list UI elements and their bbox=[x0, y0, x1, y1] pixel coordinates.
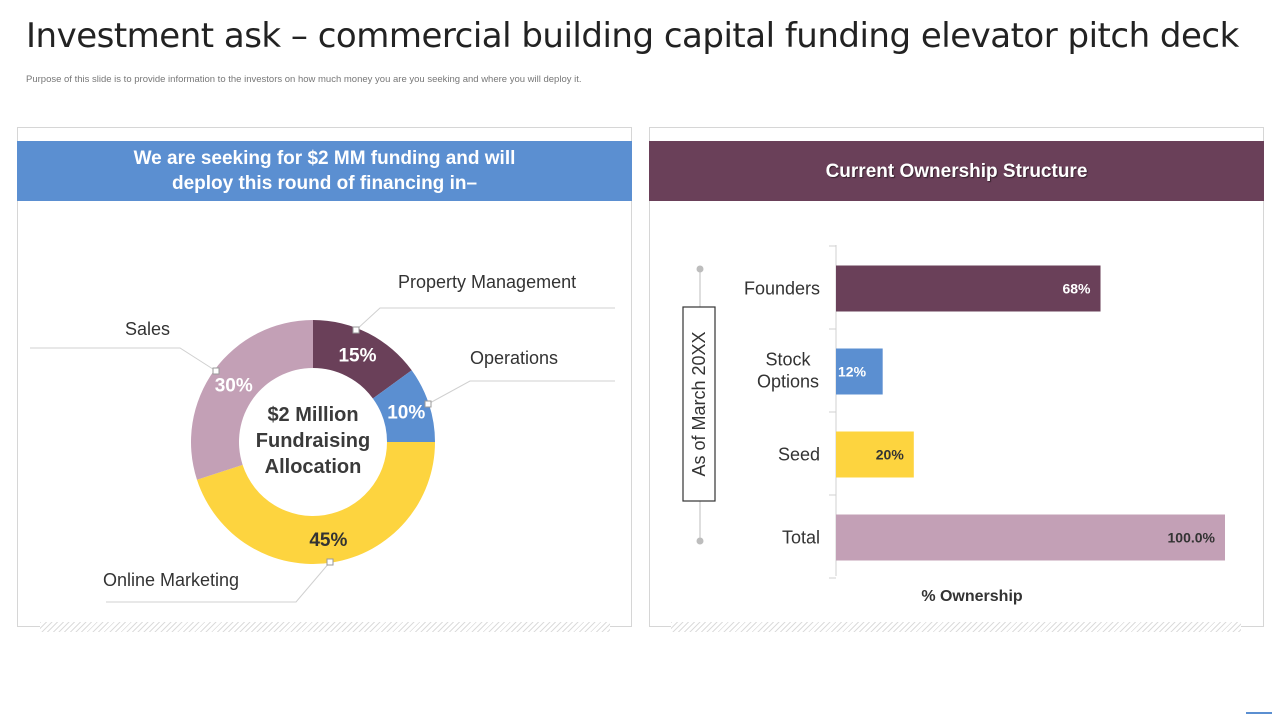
slide-subtitle: Purpose of this slide is to provide info… bbox=[26, 74, 582, 85]
donut-value-operations: 10% bbox=[387, 403, 425, 424]
funding-allocation-panel: We are seeking for $2 MM funding and wil… bbox=[17, 127, 632, 627]
donut-leader-dot-property-management bbox=[352, 326, 360, 334]
side-label-bottom-dot bbox=[696, 537, 704, 545]
bar-founders bbox=[836, 265, 1101, 312]
donut-slice-online-marketing bbox=[196, 442, 435, 564]
donut-label-property-management: Property Management bbox=[398, 272, 576, 292]
bar-total bbox=[836, 514, 1225, 561]
donut-center-label-line: Fundraising bbox=[256, 430, 370, 452]
bar-seed bbox=[836, 431, 914, 478]
donut-center-label-line: $2 Million bbox=[267, 404, 358, 426]
donut-value-property-management: 15% bbox=[338, 346, 376, 367]
funding-header-banner: We are seeking for $2 MM funding and wil… bbox=[17, 141, 632, 201]
donut-value-sales: 30% bbox=[215, 375, 253, 396]
ownership-header-text: Current Ownership Structure bbox=[825, 160, 1088, 182]
donut-label-online-marketing: Online Marketing bbox=[103, 570, 239, 590]
donut-slice-operations bbox=[372, 370, 435, 442]
donut-center-label-line: Allocation bbox=[265, 456, 362, 478]
bar-stock-options bbox=[836, 348, 883, 395]
donut-leader-property-management bbox=[355, 307, 615, 331]
donut-leader-dot-operations bbox=[424, 400, 432, 408]
side-label-box bbox=[682, 306, 716, 502]
side-label-text: As of March 20XX bbox=[689, 331, 709, 476]
donut-leader-sales bbox=[30, 347, 217, 372]
ownership-header-banner: Current Ownership Structure bbox=[649, 141, 1264, 201]
donut-leader-dot-sales bbox=[212, 367, 220, 375]
bar-value-total: 100.0% bbox=[1168, 530, 1216, 546]
donut-leader-dot-online-marketing bbox=[326, 558, 334, 566]
bar-value-founders: 68% bbox=[1062, 281, 1091, 297]
allocation-donut-chart: 15% Property Management 10% Operations 45% On… bbox=[30, 272, 615, 603]
slide-title: Investment ask – commercial building cap… bbox=[26, 16, 1239, 56]
donut-label-operations: Operations bbox=[470, 348, 558, 368]
donut-leader-operations bbox=[427, 380, 615, 405]
bar-category-label-stock-options: Options bbox=[757, 372, 819, 392]
donut-label-sales: Sales bbox=[125, 319, 170, 339]
donut-leader-online-marketing bbox=[106, 561, 331, 603]
corner-accent bbox=[1246, 712, 1272, 714]
bar-value-seed: 20% bbox=[876, 447, 905, 463]
funding-header-text: We are seeking for $2 MM funding and wil… bbox=[133, 148, 516, 194]
donut-value-online-marketing: 45% bbox=[309, 530, 347, 551]
bar-category-label-stock-options: Stock bbox=[765, 350, 811, 370]
donut-slice-property-management bbox=[313, 320, 412, 399]
bar-category-label-total: Total bbox=[782, 528, 820, 548]
side-label-top-dot bbox=[696, 265, 704, 273]
bar-category-label-founders: Founders bbox=[744, 279, 820, 299]
donut-slice-sales bbox=[191, 320, 313, 480]
right-panel-shadow bbox=[671, 622, 1241, 632]
bar-category-label-seed: Seed bbox=[778, 445, 820, 465]
bar-x-axis-label: % Ownership bbox=[921, 588, 1023, 605]
left-panel-shadow bbox=[40, 622, 610, 632]
ownership-panel: Current Ownership Structure 68% Founders 1… bbox=[649, 127, 1264, 627]
bar-value-stock-options: 12% bbox=[838, 364, 867, 380]
